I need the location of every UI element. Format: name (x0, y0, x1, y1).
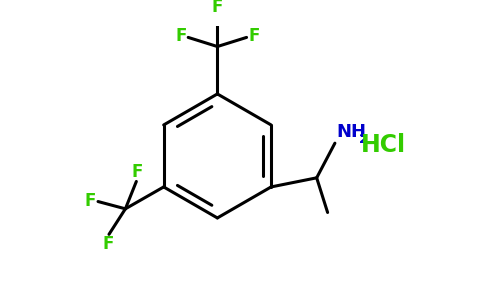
Text: F: F (212, 0, 223, 16)
Text: 2: 2 (359, 133, 367, 146)
Text: HCl: HCl (361, 133, 406, 157)
Text: NH: NH (337, 123, 367, 141)
Text: F: F (248, 28, 260, 46)
Text: F: F (103, 235, 114, 253)
Text: F: F (175, 28, 186, 46)
Text: F: F (85, 192, 96, 210)
Text: F: F (132, 163, 143, 181)
